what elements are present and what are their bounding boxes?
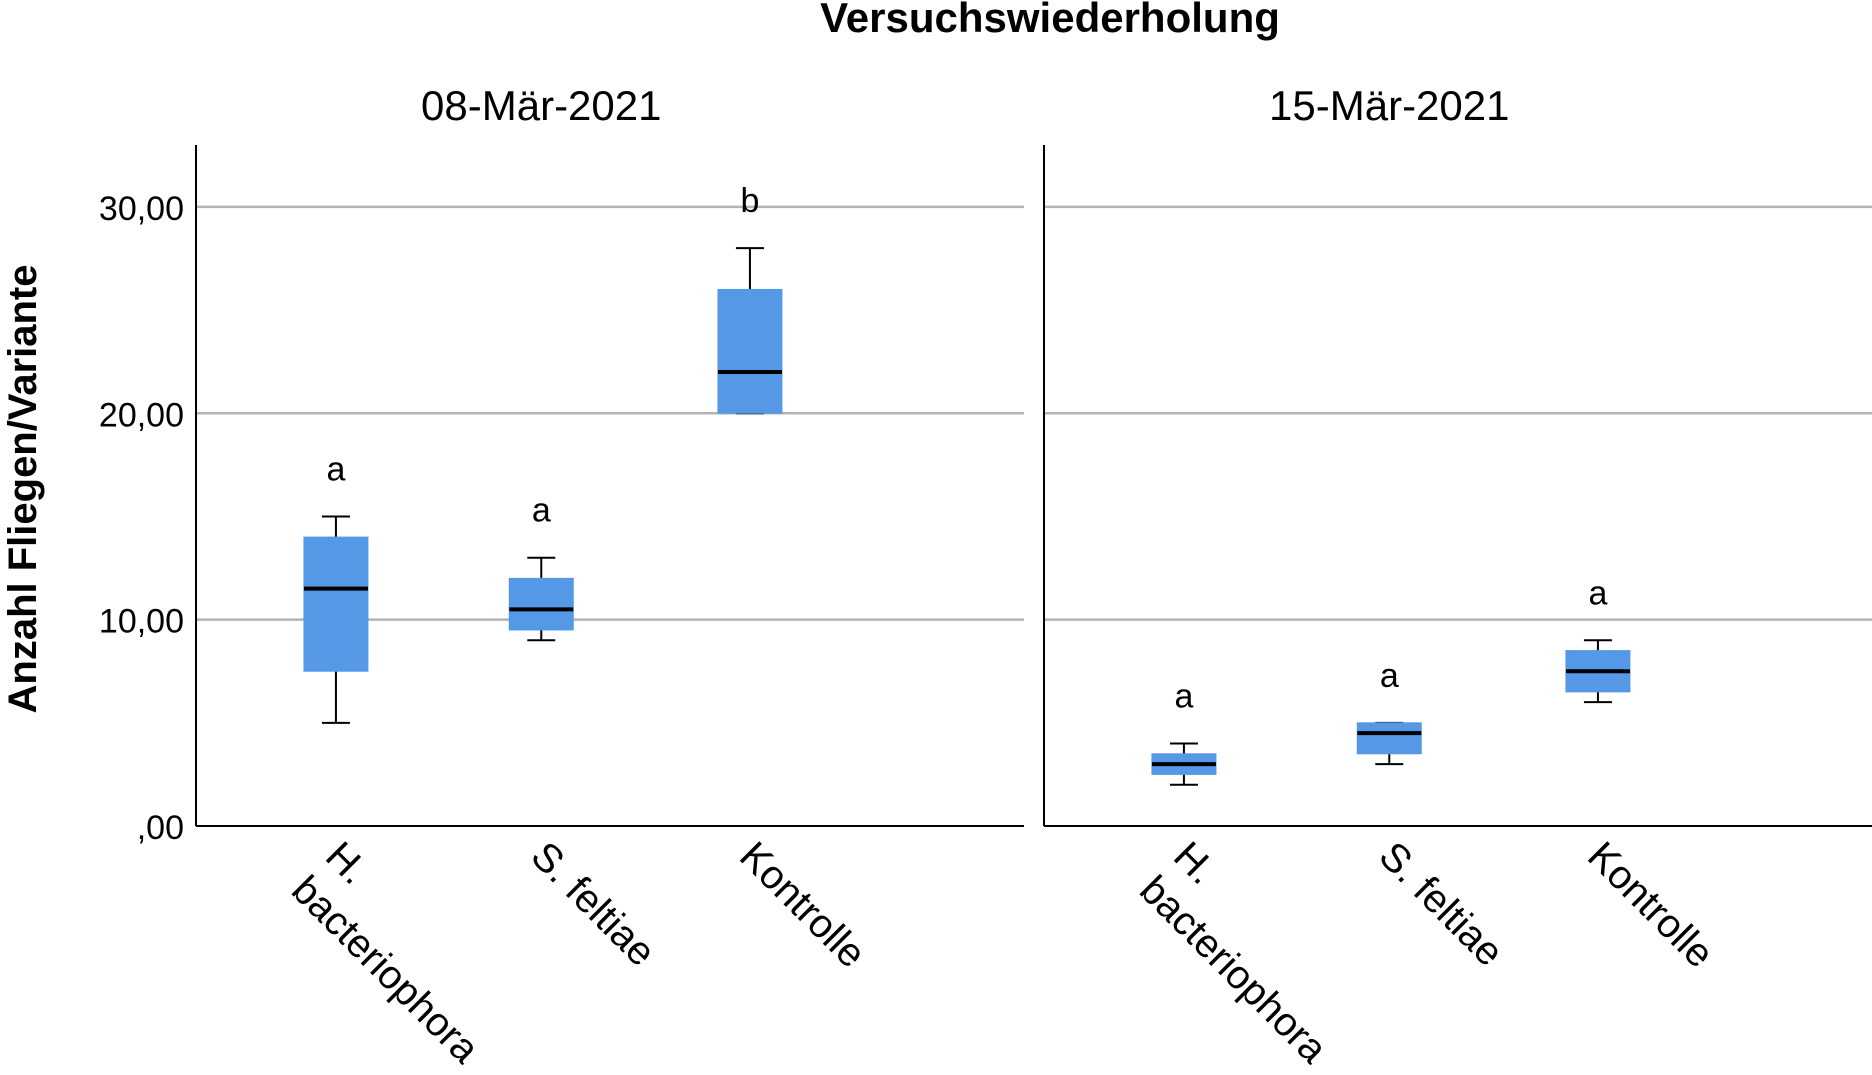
box-2: a S. feltiae xyxy=(1356,657,1512,975)
y-tick-label: 10,00 xyxy=(99,603,184,641)
x-tick-label-line: bacteriophora xyxy=(1131,868,1336,1073)
panel-label: 15-Mär-2021 xyxy=(1269,82,1509,129)
x-tick-label: S. feltiae xyxy=(523,834,664,975)
x-tick-label-line: S. feltiae xyxy=(523,834,664,975)
x-tick-label: Kontrolle xyxy=(1579,834,1722,977)
box-3: b Kontrolle xyxy=(717,182,874,977)
y-tick-label: 20,00 xyxy=(99,396,184,434)
iqr-box xyxy=(508,577,574,631)
x-tick-label: S. feltiae xyxy=(1371,834,1512,975)
significance-letter: a xyxy=(326,450,345,488)
y-tick-label: 30,00 xyxy=(99,190,184,228)
box-1: a H.bacteriophora xyxy=(283,450,522,1073)
iqr-box xyxy=(1356,722,1422,755)
x-tick-label-line: S. feltiae xyxy=(1371,834,1512,975)
chart-title: Versuchswiederholung xyxy=(820,0,1280,41)
x-tick-label: H.bacteriophora xyxy=(1131,834,1370,1073)
panel-label: 08-Mär-2021 xyxy=(421,82,661,129)
significance-letter: a xyxy=(1174,677,1193,715)
iqr-box xyxy=(303,536,369,672)
y-tick-label: ,00 xyxy=(137,809,184,847)
x-tick-label-line: Kontrolle xyxy=(731,834,874,977)
box-2: a S. feltiae xyxy=(508,492,664,975)
y-axis-label: Anzahl Fliegen/Variante xyxy=(1,264,45,713)
box-1: a H.bacteriophora xyxy=(1131,677,1370,1073)
plot-area: ,00 10,00 20,00 30,00 08-Mär-2021 a H.bacterio… xyxy=(99,82,1872,1072)
x-tick-label: Kontrolle xyxy=(731,834,874,977)
x-tick-label-line: bacteriophora xyxy=(283,868,488,1073)
significance-letter: b xyxy=(740,182,759,220)
significance-letter: a xyxy=(532,492,551,530)
significance-letter: a xyxy=(1380,657,1399,695)
significance-letter: a xyxy=(1588,574,1607,612)
x-tick-label: H.bacteriophora xyxy=(283,834,522,1073)
x-tick-label-line: Kontrolle xyxy=(1579,834,1722,977)
iqr-box xyxy=(717,288,783,414)
box-3: a Kontrolle xyxy=(1565,574,1722,977)
